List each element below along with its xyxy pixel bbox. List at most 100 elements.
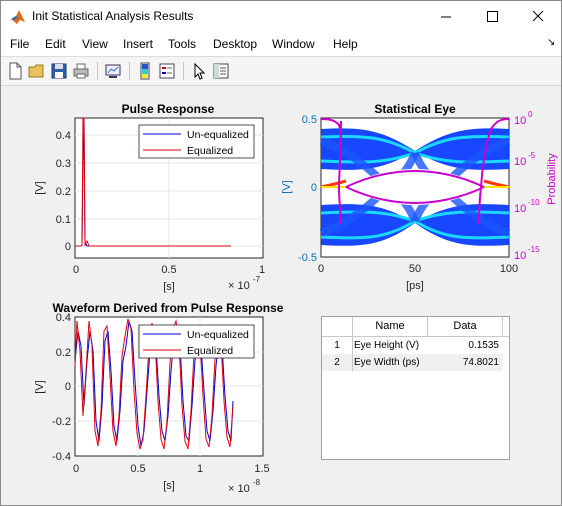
table-row[interactable]: 2 Eye Width (ps) 74.8021 (322, 354, 503, 371)
wave-ytick: 0.4 (56, 312, 71, 324)
results-table[interactable]: Name Data 1 Eye Height (V) 0.1535 2 Eye … (321, 316, 510, 460)
insert-legend-icon[interactable] (157, 61, 177, 81)
toolbar-separator (97, 62, 98, 80)
close-icon (532, 10, 544, 22)
wave-xtick: 0 (73, 463, 79, 475)
pulse-title: Pulse Response (122, 102, 215, 116)
eye-xlabel: [ps] (406, 280, 424, 292)
insert-colorbar-icon[interactable] (135, 61, 155, 81)
eye-probability-contour (320, 118, 510, 225)
row-value[interactable]: 74.8021 (462, 357, 499, 368)
eye-ytick: 0.5 (302, 114, 317, 126)
pulse-ytick: 0.1 (56, 214, 71, 226)
menu-window[interactable]: Window (272, 37, 315, 51)
title-bar[interactable]: Init Statistical Analysis Results (1, 1, 561, 32)
row-name[interactable]: Eye Width (ps) (354, 357, 420, 368)
window-title: Init Statistical Analysis Results (32, 9, 194, 23)
row-value[interactable]: 0.1535 (468, 340, 499, 351)
link-plot-icon[interactable] (103, 61, 123, 81)
wave-xtick: 1 (197, 463, 203, 475)
matlab-logo-icon (11, 10, 25, 24)
open-file-icon[interactable] (27, 61, 47, 81)
wave-legend-equalized: Equalized (187, 345, 233, 357)
pulse-response-axes[interactable]: Pulse Response 0.4 0.3 0.2 0.1 0 (34, 102, 265, 293)
menu-dock-arrow-icon[interactable]: ↘ (547, 37, 556, 48)
statistical-eye-axes[interactable]: Statistical Eye (281, 102, 558, 292)
column-header-name[interactable]: Name (375, 320, 405, 332)
pulse-xtick: 0.5 (161, 264, 176, 276)
eye-ytick: 0 (311, 182, 317, 194)
eye-ytick: -0.5 (298, 252, 317, 264)
row-index: 2 (322, 354, 353, 371)
menu-edit[interactable]: Edit (45, 37, 66, 51)
save-icon[interactable] (49, 61, 69, 81)
menu-help[interactable]: Help (333, 37, 358, 51)
close-button[interactable] (515, 1, 561, 32)
pulse-ytick: 0.2 (56, 186, 71, 198)
pulse-ytick: 0 (65, 241, 71, 253)
wave-ytick: -0.4 (52, 451, 71, 463)
eye-ytick-right: 10 (514, 250, 526, 262)
eye-heatmap (319, 128, 511, 246)
minimize-icon (441, 16, 451, 18)
wave-xlabel: [s] (163, 480, 175, 492)
pulse-ytick: 0.3 (56, 158, 71, 170)
wave-title: Waveform Derived from Pulse Response (53, 301, 284, 315)
eye-ytick-right-exp: -5 (528, 151, 536, 160)
pulse-xlabel: [s] (163, 281, 175, 293)
pulse-ylabel: [V] (34, 181, 46, 194)
eye-xtick: 100 (500, 263, 518, 275)
wave-legend-unequalized: Un-equalized (187, 329, 249, 341)
new-figure-icon[interactable] (5, 61, 25, 81)
wave-exponent-power: -8 (253, 478, 261, 487)
wave-xtick: 1.5 (254, 463, 269, 475)
eye-ytick-right-exp: -15 (528, 245, 540, 254)
minimize-button[interactable] (423, 1, 469, 32)
figure-canvas[interactable]: Pulse Response 0.4 0.3 0.2 0.1 0 (1, 86, 561, 505)
eye-xtick: 0 (318, 263, 324, 275)
wave-ytick: -0.2 (52, 416, 71, 428)
menu-bar: File Edit View Insert Tools Desktop Wind… (1, 32, 561, 57)
toolbar-separator (129, 62, 130, 80)
wave-xtick: 0.5 (130, 463, 145, 475)
maximize-button[interactable] (469, 1, 515, 32)
menu-tools[interactable]: Tools (168, 37, 197, 51)
eye-ylabel-right: Probability (546, 153, 558, 205)
property-inspector-icon[interactable] (211, 61, 231, 81)
pulse-legend[interactable]: Un-equalized Equalized (138, 124, 255, 159)
menu-file[interactable]: File (10, 37, 30, 51)
row-index: 1 (322, 337, 353, 354)
waveform-axes[interactable]: Waveform Derived from Pulse Response 0.4… (34, 301, 284, 495)
wave-ytick: 0 (65, 381, 71, 393)
pulse-exponent-power: -7 (253, 275, 261, 284)
menu-view[interactable]: View (82, 37, 108, 51)
pulse-xtick: 1 (259, 264, 265, 276)
eye-ytick-right-exp: 0 (528, 110, 533, 119)
eye-ylabel: [V] (281, 180, 293, 193)
eye-title: Statistical Eye (374, 102, 456, 116)
pulse-exponent-base: × 10 (228, 280, 250, 292)
pointer-icon[interactable] (189, 61, 209, 81)
toolbar (1, 57, 561, 86)
menu-desktop[interactable]: Desktop (213, 37, 258, 51)
eye-ytick-right: 10 (514, 203, 526, 215)
table-row[interactable]: 1 Eye Height (V) 0.1535 (322, 337, 503, 354)
toolbar-separator (183, 62, 184, 80)
eye-xtick: 50 (409, 263, 421, 275)
maximize-icon (487, 11, 498, 22)
eye-ytick-right: 10 (514, 115, 526, 127)
wave-legend[interactable]: Un-equalized Equalized (138, 324, 255, 359)
column-header-data[interactable]: Data (453, 320, 477, 332)
pulse-xtick: 0 (73, 264, 79, 276)
print-icon[interactable] (71, 61, 91, 81)
row-name[interactable]: Eye Height (V) (354, 340, 420, 351)
wave-ylabel: [V] (34, 380, 46, 393)
pulse-ytick: 0.4 (56, 130, 71, 142)
menu-insert[interactable]: Insert (123, 37, 154, 51)
eye-ytick-right-exp: -10 (528, 198, 540, 207)
pulse-legend-equalized: Equalized (187, 145, 233, 157)
table-header: Name Data (322, 317, 509, 337)
eye-ytick-right: 10 (514, 156, 526, 168)
wave-ytick: 0.2 (56, 347, 71, 359)
